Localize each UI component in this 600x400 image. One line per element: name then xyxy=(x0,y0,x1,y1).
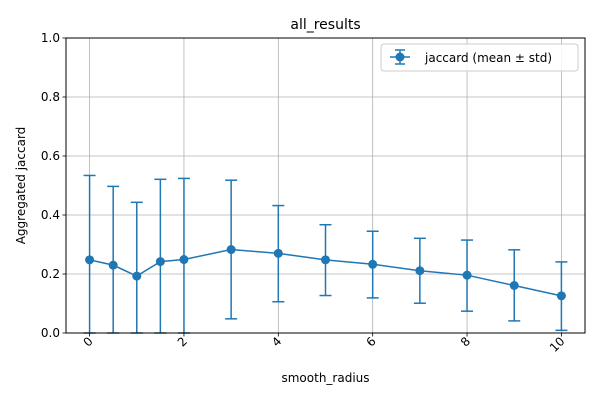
data-point xyxy=(179,255,189,265)
data-point xyxy=(368,259,378,269)
data-point xyxy=(415,266,425,276)
data-point xyxy=(509,281,519,291)
y-tick-label: 0.6 xyxy=(41,149,60,163)
legend-label: jaccard (mean ± std) xyxy=(424,51,552,65)
y-axis-label: Aggregated jaccard xyxy=(14,127,28,245)
data-point xyxy=(556,291,566,301)
data-point xyxy=(155,257,165,267)
data-point xyxy=(462,270,472,280)
legend-frame xyxy=(380,43,579,72)
data-point xyxy=(226,245,236,255)
legend-point xyxy=(395,52,405,62)
y-tick-label: 0.8 xyxy=(41,90,60,104)
axes: 0 2 4 6 8 100.00.20.40.60.81.0 xyxy=(41,31,568,355)
data-point xyxy=(273,248,283,258)
data-point xyxy=(132,271,142,281)
chart-title: all_results xyxy=(290,17,360,33)
y-tick-label: 0.0 xyxy=(41,326,60,340)
data-point xyxy=(85,255,95,265)
data-point xyxy=(108,260,118,270)
legend-marker xyxy=(390,49,410,65)
series-layer xyxy=(83,174,568,334)
y-tick-label: 0.2 xyxy=(41,267,60,281)
y-tick-label: 0.4 xyxy=(41,208,60,222)
y-tick-label: 1.0 xyxy=(41,31,60,45)
data-point xyxy=(321,255,330,265)
x-axis-label: smooth_radius xyxy=(281,371,369,385)
plot-frame xyxy=(65,37,586,334)
legend: jaccard (mean ± std) xyxy=(380,43,579,72)
